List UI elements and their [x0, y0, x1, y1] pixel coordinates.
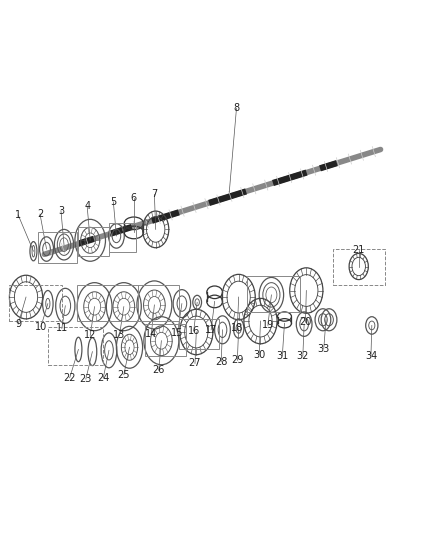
- Text: 27: 27: [189, 358, 201, 368]
- Bar: [138, 285, 179, 321]
- Text: 5: 5: [110, 197, 117, 207]
- Text: 15: 15: [171, 328, 184, 338]
- Text: 26: 26: [152, 366, 165, 375]
- Bar: [332, 249, 385, 285]
- Text: 2: 2: [37, 209, 43, 219]
- Text: 12: 12: [84, 330, 96, 341]
- Text: 17: 17: [205, 325, 217, 335]
- Text: 14: 14: [145, 329, 157, 339]
- Text: 34: 34: [365, 351, 377, 361]
- Text: 33: 33: [318, 344, 330, 353]
- Bar: [109, 223, 136, 252]
- Text: 30: 30: [253, 350, 265, 360]
- Text: 4: 4: [84, 201, 90, 211]
- Text: 22: 22: [64, 373, 76, 383]
- Text: 19: 19: [262, 320, 274, 330]
- Text: 11: 11: [56, 324, 68, 334]
- Text: 24: 24: [97, 373, 110, 383]
- Text: 1: 1: [15, 210, 21, 220]
- Text: 18: 18: [231, 324, 244, 334]
- Text: 28: 28: [215, 357, 227, 367]
- Text: 8: 8: [233, 103, 240, 114]
- Bar: [145, 324, 186, 356]
- Text: 32: 32: [297, 351, 309, 361]
- Text: 3: 3: [58, 206, 64, 216]
- Text: 21: 21: [353, 245, 365, 255]
- Text: 16: 16: [187, 326, 200, 336]
- Bar: [78, 227, 109, 256]
- Text: 20: 20: [299, 317, 311, 327]
- Text: 6: 6: [131, 192, 137, 203]
- Text: 29: 29: [231, 356, 244, 365]
- Text: 10: 10: [35, 322, 47, 332]
- Text: 25: 25: [117, 370, 130, 380]
- Bar: [38, 232, 77, 263]
- Bar: [77, 285, 138, 321]
- Bar: [247, 276, 300, 312]
- Bar: [10, 285, 62, 321]
- Text: 31: 31: [276, 351, 289, 361]
- Text: 13: 13: [113, 330, 126, 341]
- Text: 9: 9: [15, 319, 21, 329]
- Text: 7: 7: [151, 189, 158, 199]
- Bar: [179, 319, 219, 350]
- Text: 23: 23: [80, 374, 92, 384]
- Bar: [48, 327, 103, 365]
